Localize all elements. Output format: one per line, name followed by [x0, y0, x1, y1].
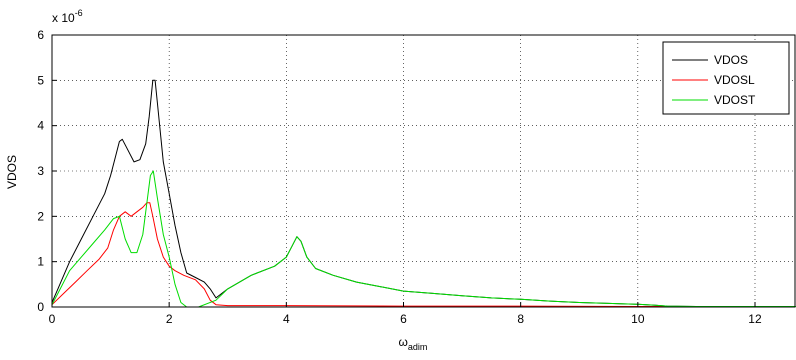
- legend-label-vdost: VDOST: [714, 93, 756, 107]
- series-line-vdost: [51, 170, 796, 308]
- y-tick-label: 4: [37, 119, 44, 133]
- x-tick-label: 6: [400, 312, 407, 326]
- grid-lines: [52, 35, 795, 307]
- legend: VDOS VDOSL VDOST: [662, 41, 790, 115]
- y-tick-label: 1: [37, 255, 44, 269]
- y-tick-label: 5: [37, 73, 44, 87]
- y-axis-label: VDOS: [5, 155, 19, 189]
- legend-label-vdos: VDOS: [714, 53, 748, 67]
- legend-label-vdosl: VDOSL: [714, 73, 755, 87]
- series-line-vdosl: [51, 202, 796, 307]
- x-tick-label: 10: [631, 312, 645, 326]
- y-tick-label: 6: [37, 28, 44, 42]
- y-tick-label: 3: [37, 164, 44, 178]
- y-tick-label: 0: [37, 300, 44, 314]
- x-tick-label: 12: [748, 312, 762, 326]
- y-tick-label: 2: [37, 209, 44, 223]
- x-tick-label: 2: [166, 312, 173, 326]
- x-tick-label: 0: [49, 312, 56, 326]
- series-lines: [51, 79, 796, 308]
- x-axis-label: ωadim: [399, 335, 428, 352]
- y-axis-multiplier: x 10-6: [52, 8, 83, 25]
- x-tick-label: 8: [517, 312, 524, 326]
- legend-entry-vdost: VDOST: [672, 93, 756, 107]
- legend-box: [662, 41, 790, 115]
- x-tick-label: 4: [283, 312, 290, 326]
- legend-entry-vdosl: VDOSL: [672, 73, 755, 87]
- legend-entry-vdos: VDOS: [672, 53, 748, 67]
